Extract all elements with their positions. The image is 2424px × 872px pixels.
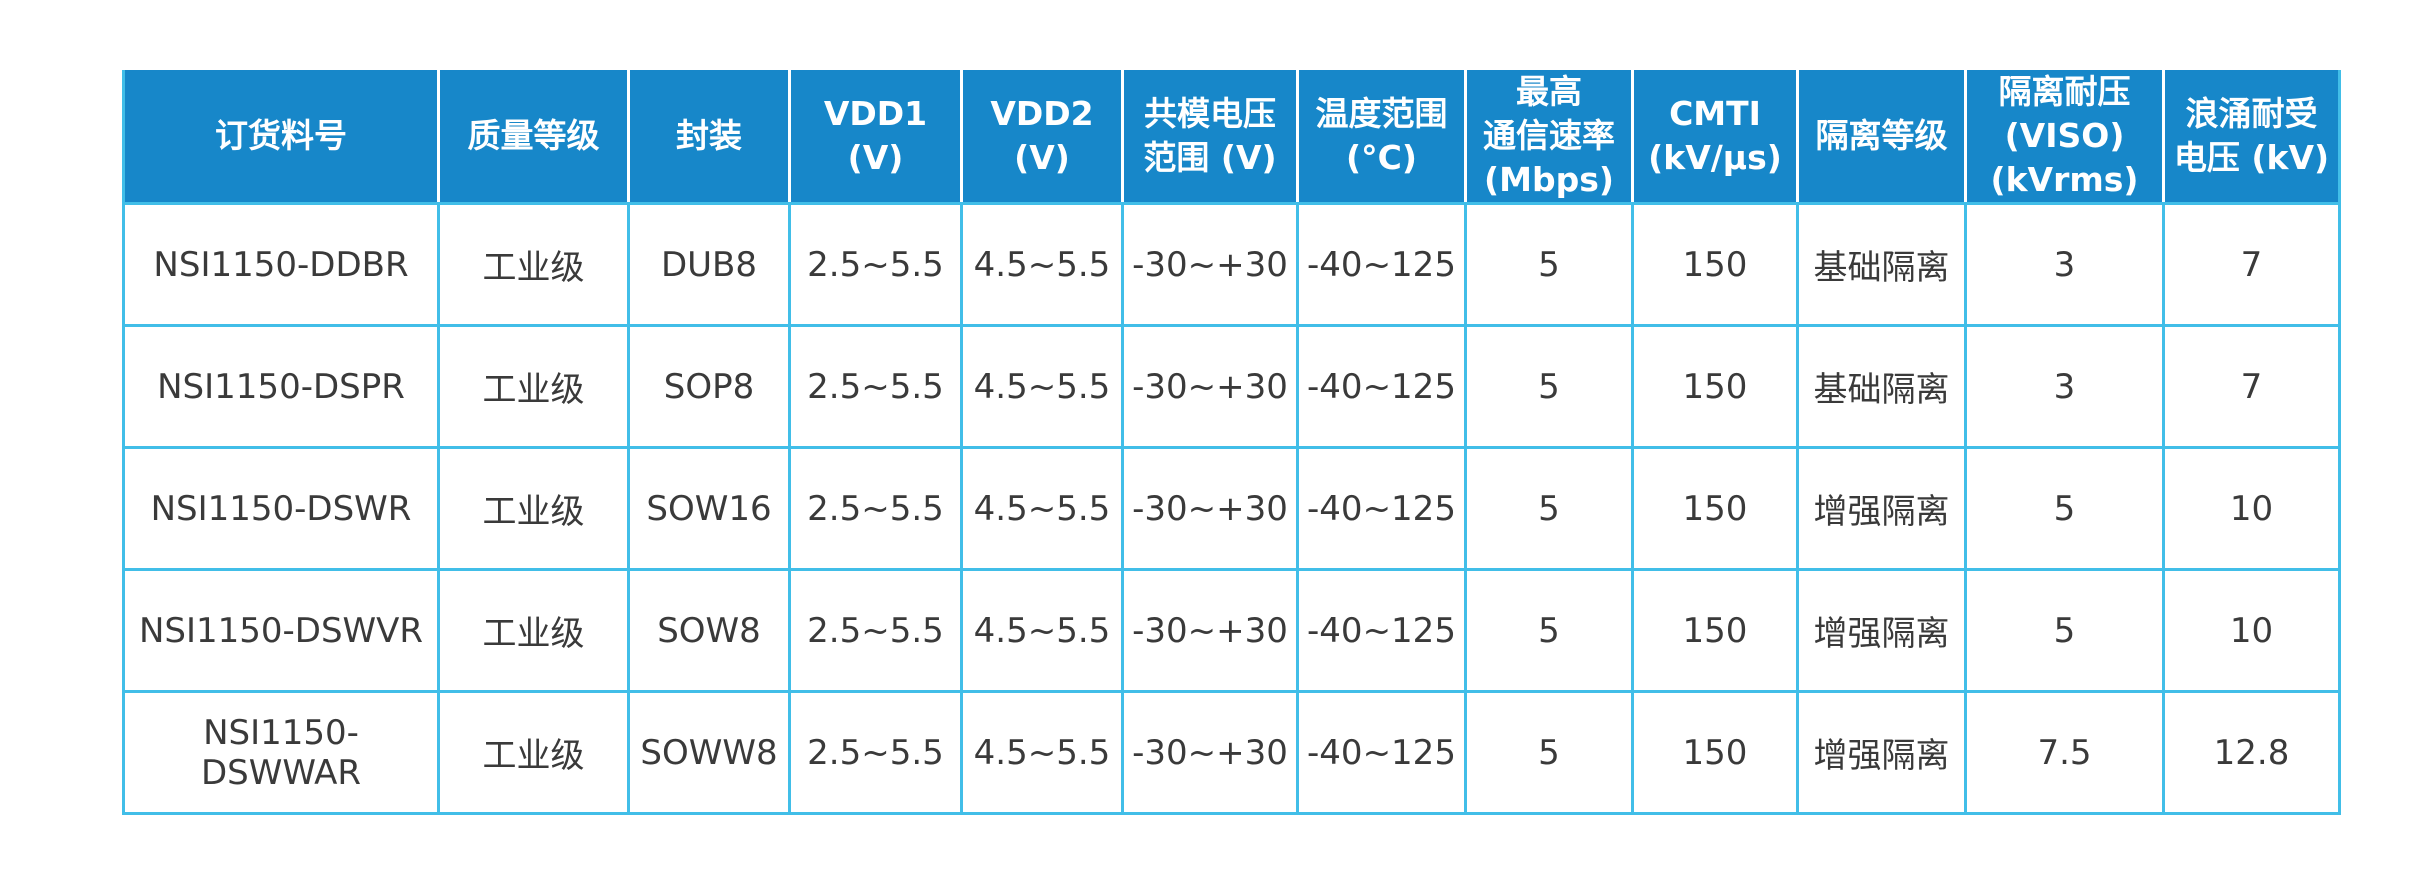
table-cell: -40~125 <box>1296 690 1467 815</box>
table-cell: 7.5 <box>1964 690 2165 815</box>
table-cell: 2.5~5.5 <box>788 324 963 449</box>
table-cell: -30~+30 <box>1121 202 1299 327</box>
table-cell: 4.5~5.5 <box>960 324 1124 449</box>
table-cell: 2.5~5.5 <box>788 690 963 815</box>
table-cell: 增强隔离 <box>1796 690 1967 815</box>
table-cell: 2.5~5.5 <box>788 568 963 693</box>
table-cell: 5 <box>1464 324 1634 449</box>
table-cell: DUB8 <box>627 202 791 327</box>
table-cell: 工业级 <box>437 568 630 693</box>
table-cell: NSI1150-DSWVR <box>122 568 440 693</box>
table-cell: 基础隔离 <box>1796 324 1967 449</box>
table-cell: 12.8 <box>2162 690 2341 815</box>
table-cell: 4.5~5.5 <box>960 446 1124 571</box>
table-cell: 工业级 <box>437 446 630 571</box>
column-header-max-data-rate: 最高 通信速率 (Mbps) <box>1465 70 1634 205</box>
table-cell: NSI1150-DDBR <box>122 202 440 327</box>
table-cell: -30~+30 <box>1121 568 1299 693</box>
table-row: NSI1150-DSPR 工业级 SOP8 2.5~5.5 4.5~5.5 -30~+30… <box>122 324 2341 449</box>
table-row: NSI1150-DDBR 工业级 DUB8 2.5~5.5 4.5~5.5 -30~+30… <box>122 202 2341 327</box>
column-header-isolation-grade: 隔离等级 <box>1797 70 1967 205</box>
column-header-vdd1: VDD1 (V) <box>789 70 963 205</box>
table-cell: 增强隔离 <box>1796 568 1967 693</box>
table-cell: 7 <box>2162 202 2341 327</box>
table-cell: NSI1150-DSWWAR <box>122 690 440 815</box>
table-cell: 3 <box>1964 202 2165 327</box>
table-cell: 4.5~5.5 <box>960 568 1124 693</box>
table-cell: 5 <box>1964 568 2165 693</box>
table-cell: -40~125 <box>1296 202 1467 327</box>
table-cell: SOWW8 <box>627 690 791 815</box>
table-row: NSI1150-DSWWAR 工业级 SOWW8 2.5~5.5 4.5~5.5 -30~… <box>122 690 2341 815</box>
table-cell: 150 <box>1631 202 1799 327</box>
table-cell: 5 <box>1464 446 1634 571</box>
table-cell: 4.5~5.5 <box>960 690 1124 815</box>
table-cell: 5 <box>1464 568 1634 693</box>
table-row: NSI1150-DSWR 工业级 SOW16 2.5~5.5 4.5~5.5 -30~+3… <box>122 446 2341 571</box>
table-cell: 5 <box>1464 690 1634 815</box>
table-cell: 10 <box>2162 446 2341 571</box>
table-cell: NSI1150-DSPR <box>122 324 440 449</box>
column-header-vdd2: VDD2 (V) <box>961 70 1124 205</box>
table-cell: 7 <box>2162 324 2341 449</box>
column-header-surge-voltage: 浪涌耐受 电压 (kV) <box>2163 70 2341 205</box>
table-cell: -40~125 <box>1296 568 1467 693</box>
table-cell: 工业级 <box>437 324 630 449</box>
column-header-quality-grade: 质量等级 <box>438 70 630 205</box>
table-cell: 150 <box>1631 568 1799 693</box>
column-header-common-mode-range: 共模电压 范围 (V) <box>1122 70 1299 205</box>
table-cell: -30~+30 <box>1121 324 1299 449</box>
table-cell: -30~+30 <box>1121 690 1299 815</box>
table-cell: 3 <box>1964 324 2165 449</box>
table-cell: 2.5~5.5 <box>788 202 963 327</box>
table-row: NSI1150-DSWVR 工业级 SOW8 2.5~5.5 4.5~5.5 -30~+3… <box>122 568 2341 693</box>
table-cell: SOW8 <box>627 568 791 693</box>
table-cell: 5 <box>1964 446 2165 571</box>
column-header-isolation-voltage: 隔离耐压 (VISO) (kVrms) <box>1965 70 2165 205</box>
table-cell: 工业级 <box>437 202 630 327</box>
table-cell: 5 <box>1464 202 1634 327</box>
table-cell: SOP8 <box>627 324 791 449</box>
table-cell: -40~125 <box>1296 446 1467 571</box>
table-cell: 150 <box>1631 446 1799 571</box>
table-cell: 150 <box>1631 690 1799 815</box>
table-cell: 2.5~5.5 <box>788 446 963 571</box>
column-header-part-number: 订货料号 <box>122 70 440 205</box>
column-header-temp-range: 温度范围 (°C) <box>1297 70 1467 205</box>
table-cell: -40~125 <box>1296 324 1467 449</box>
table-cell: 工业级 <box>437 690 630 815</box>
column-header-cmti: CMTI (kV/μs) <box>1632 70 1799 205</box>
table-cell: 150 <box>1631 324 1799 449</box>
table-cell: -30~+30 <box>1121 446 1299 571</box>
table-cell: SOW16 <box>627 446 791 571</box>
table-cell: NSI1150-DSWR <box>122 446 440 571</box>
table-cell: 10 <box>2162 568 2341 693</box>
table-cell: 增强隔离 <box>1796 446 1967 571</box>
column-header-package: 封装 <box>628 70 791 205</box>
table-cell: 4.5~5.5 <box>960 202 1124 327</box>
spec-table-body: NSI1150-DDBR 工业级 DUB8 2.5~5.5 4.5~5.5 -30~+30… <box>122 202 2341 815</box>
table-cell: 基础隔离 <box>1796 202 1967 327</box>
product-spec-table: 订货料号 质量等级 封装 VDD1 (V) VDD2 (V) 共模电压 范围 (… <box>122 70 2341 815</box>
header-row: 订货料号 质量等级 封装 VDD1 (V) VDD2 (V) 共模电压 范围 (… <box>122 70 2341 205</box>
table-header: 订货料号 质量等级 封装 VDD1 (V) VDD2 (V) 共模电压 范围 (… <box>122 70 2341 205</box>
